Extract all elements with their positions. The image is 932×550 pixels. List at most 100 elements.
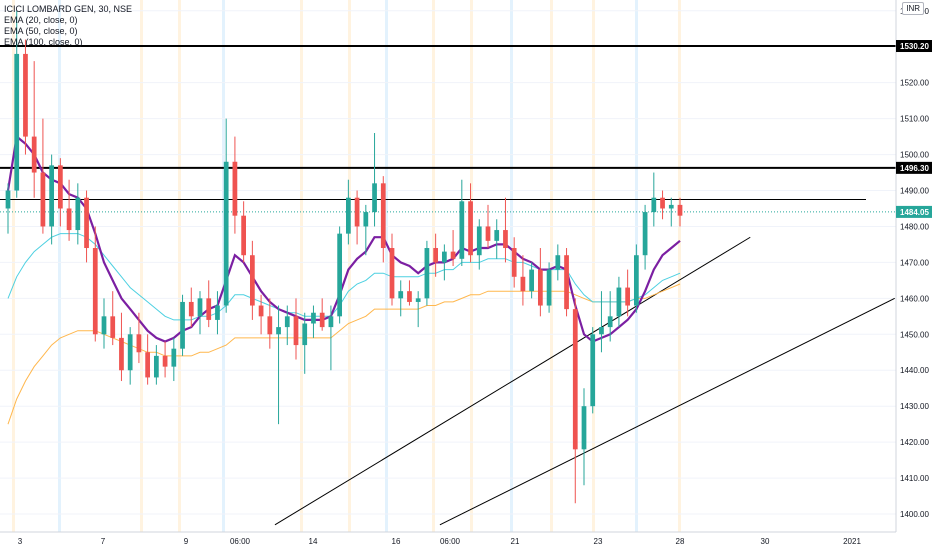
candle [206,280,212,328]
candle-body [180,301,185,349]
candle-body [40,172,46,227]
candle [503,197,508,263]
time-tick-label: 9 [184,537,189,546]
candle [249,240,255,320]
candle-body [31,136,37,173]
session-band [58,0,61,532]
candle [476,219,482,270]
candle-body [145,352,151,378]
ema-lines [6,134,681,425]
candle [232,136,238,234]
currency-badge[interactable]: INR [902,2,924,15]
candle-body [415,298,421,302]
candle-body [599,327,604,335]
candle [581,388,587,486]
candle-body [171,348,177,367]
time-tick-label: 06:00 [440,537,461,546]
time-tick-label: 21 [511,537,520,546]
candle [31,61,37,198]
ema100-legend[interactable]: EMA (100, close, 0) [4,37,83,47]
candle [66,179,72,241]
candle-body [407,291,412,302]
candle-body [215,305,220,320]
candle [354,190,360,245]
candle [267,298,273,349]
candle [145,334,151,385]
candle-body [372,183,377,213]
price-tick-label: 1500.00 [900,151,929,160]
candle [284,305,290,346]
candle [625,269,631,317]
candle [180,294,185,356]
current-price-tag [896,205,932,218]
session-band [470,0,473,532]
candle [153,345,159,385]
candle-body [258,305,264,317]
trendline [439,297,895,526]
candle [651,172,657,227]
candle [337,226,343,324]
candle [328,305,334,371]
candle-body [162,355,168,367]
candle [607,291,613,342]
candle [380,176,386,263]
candle-body [520,276,526,292]
candle [511,237,517,288]
candle-body [581,406,587,450]
symbol-title[interactable]: ICICI LOMBARD GEN, 30, NSE [4,4,133,14]
candle-body [529,269,535,292]
candle-body [136,334,142,353]
trendlines[interactable] [274,236,895,526]
candle-body [232,161,238,216]
candle-body [119,337,124,371]
candle-body [276,327,281,335]
session-band [348,0,351,532]
level-price-label: 1496.30 [900,164,929,173]
time-tick-label: 2021 [843,537,861,546]
time-tick-label: 16 [392,537,401,546]
ema20-legend[interactable]: EMA (20, close, 0) [4,15,78,25]
candle-body [633,255,639,306]
candle-body [555,255,561,270]
candle-body [337,233,343,317]
session-band [178,0,181,532]
price-tick-label: 1490.00 [900,187,929,196]
candle-body [319,312,325,328]
candle [407,280,412,306]
candle [75,183,81,245]
candle [424,240,430,306]
ema50-legend[interactable]: EMA (50, close, 0) [4,26,78,36]
time-axis[interactable]: 3 7 9 06:00 14 16 06:00 21 23 28 30 2021 [0,531,896,546]
candle [84,190,89,263]
price-tick-label: 1510.00 [900,115,929,124]
time-tick-label: 3 [18,537,23,546]
candle [276,305,281,425]
level-price-tag [896,161,932,174]
candle [345,179,351,245]
candle-body [23,53,28,137]
price-axis[interactable]: 1400.00 1410.00 1420.00 1430.00 1440.00 1450.… [895,0,929,532]
candle-body [153,355,159,378]
session-band [12,0,15,532]
candle [101,298,107,349]
candle-body [92,248,98,335]
candle-body [494,230,500,241]
candle [372,133,377,227]
candle [57,158,63,227]
candle-body [363,212,369,227]
candle [677,197,683,227]
horizontal-levels[interactable] [0,45,896,213]
candle [529,262,535,299]
candle-body [49,165,55,227]
chart-legend: ICICI LOMBARD GEN, 30, NSE EMA (20, clos… [4,4,132,48]
candle-body [424,248,430,299]
candle-body [5,190,11,209]
candle-body [101,316,107,335]
candle-body [293,316,299,346]
candle-body [188,301,194,317]
candle [197,291,203,335]
candle [223,118,229,313]
candle-body [546,269,552,306]
candle [389,233,395,306]
